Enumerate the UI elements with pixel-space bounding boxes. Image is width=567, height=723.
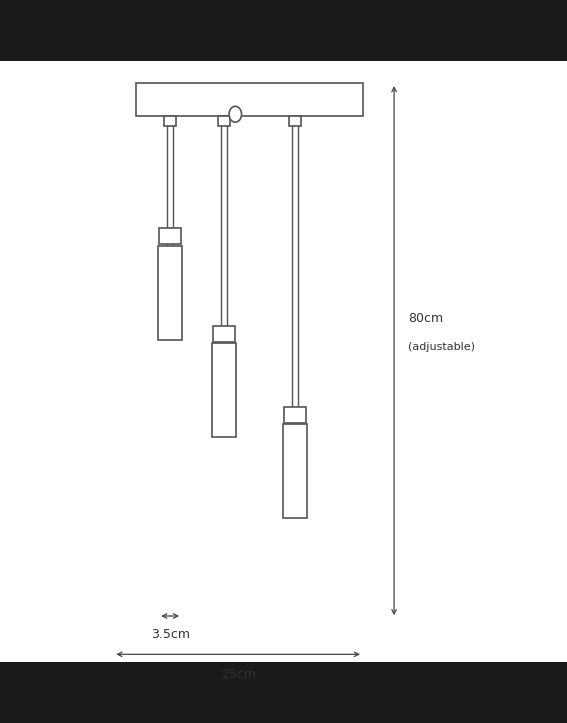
Text: 25cm: 25cm bbox=[221, 668, 256, 681]
Bar bbox=[284, 407, 306, 423]
Bar bbox=[289, 116, 301, 126]
Bar bbox=[213, 326, 235, 342]
Bar bbox=[212, 343, 236, 437]
Bar bbox=[218, 116, 230, 126]
Bar bbox=[136, 83, 363, 116]
Bar bbox=[158, 246, 182, 340]
FancyBboxPatch shape bbox=[0, 61, 567, 662]
Text: 3.5cm: 3.5cm bbox=[151, 628, 189, 641]
Text: 80cm: 80cm bbox=[408, 312, 443, 325]
Bar bbox=[164, 116, 176, 126]
Circle shape bbox=[229, 106, 242, 122]
Text: (adjustable): (adjustable) bbox=[408, 342, 475, 352]
Bar bbox=[159, 228, 181, 244]
Bar bbox=[283, 424, 307, 518]
